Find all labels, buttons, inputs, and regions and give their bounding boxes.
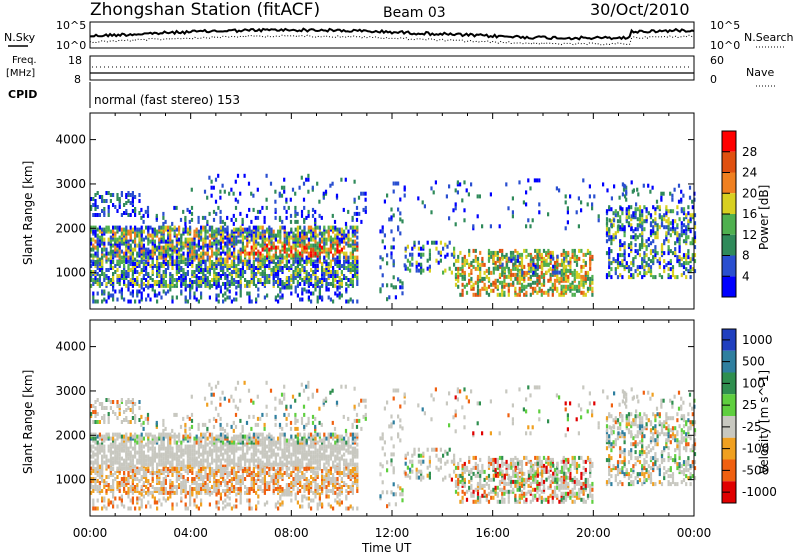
colorbar-tick-label: -500 xyxy=(742,463,769,477)
colorbar-tick-label: 24 xyxy=(742,166,757,180)
colorbar-swatch xyxy=(722,255,736,277)
cpid-label: CPID xyxy=(8,88,37,101)
colorbar-tick-label: 12 xyxy=(742,228,757,242)
velocity-panel: 1000 2000 3000 4000 xyxy=(55,319,697,517)
colorbar-tick-label: 28 xyxy=(742,145,757,159)
nsearch-label: N.Search xyxy=(744,31,794,44)
y-tick-label: 3000 xyxy=(55,384,86,398)
y-tick-label: 1000 xyxy=(55,473,86,487)
nave-tick-top: 60 xyxy=(710,54,724,67)
colorbar-swatch xyxy=(722,234,736,256)
x-axis-label: Time UT xyxy=(361,541,412,554)
power-data xyxy=(90,173,697,304)
freq-unit: [MHz] xyxy=(6,68,35,79)
noise-panel: N.Sky 10^5 10^0 10^5 10^0 N.Search xyxy=(4,19,794,52)
colorbar-swatch xyxy=(722,276,736,297)
freq-tick-bottom: 8 xyxy=(74,73,81,86)
station-title: Zhongshan Station (fitACF) xyxy=(90,0,320,20)
beam-label: Beam 03 xyxy=(383,5,446,21)
y-tick-label: 4000 xyxy=(55,133,86,147)
power-ylabel: Slant Range [km] xyxy=(21,161,35,265)
colorbar-swatch xyxy=(722,151,736,173)
colorbar-tick-label: -25 xyxy=(742,420,762,434)
x-tick-label: 08:00 xyxy=(274,526,309,540)
nave-tick-bottom: 0 xyxy=(710,73,717,86)
x-tick-label: 04:00 xyxy=(173,526,208,540)
cpid-text: normal (fast stereo) 153 xyxy=(94,93,240,107)
nsearch-tick-bottom: 10^0 xyxy=(710,39,740,52)
y-tick-label: 4000 xyxy=(55,340,86,354)
x-tick-label: 00:00 xyxy=(73,526,108,540)
freq-label: Freq. xyxy=(12,55,37,66)
colorbar-tick-label: 1000 xyxy=(742,333,773,347)
nsky-tick-top: 10^5 xyxy=(56,19,86,32)
colorbar-tick-label: 25 xyxy=(742,398,757,412)
freq-tick-top: 18 xyxy=(68,54,82,67)
y-tick-label: 2000 xyxy=(55,221,86,235)
velocity-ylabel: Slant Range [km] xyxy=(21,370,35,474)
x-tick-label: 16:00 xyxy=(475,526,510,540)
velocity-data xyxy=(90,380,697,511)
colorbar-tick-label: -100 xyxy=(742,442,769,456)
y-tick-label: 1000 xyxy=(55,266,86,280)
colorbar-swatch xyxy=(722,131,736,152)
x-tick-label: 20:00 xyxy=(576,526,611,540)
colorbar-tick-label: 4 xyxy=(742,269,750,283)
colorbar-tick-label: 8 xyxy=(742,249,750,263)
nsearch-tick-top: 10^5 xyxy=(710,19,740,32)
y-tick-label: 2000 xyxy=(55,428,86,442)
nsky-tick-bottom: 10^0 xyxy=(56,39,86,52)
nsky-label: N.Sky xyxy=(4,31,36,44)
x-tick-label: 12:00 xyxy=(375,526,410,540)
colorbar-swatch xyxy=(722,193,736,214)
frequency-panel: Freq. [MHz] 18 8 60 0 Nave xyxy=(6,54,776,87)
colorbar-tick-label: 20 xyxy=(742,186,757,200)
x-tick-label: 00:00 xyxy=(677,526,712,540)
y-tick-label: 3000 xyxy=(55,177,86,191)
colorbar-tick-label: 100 xyxy=(742,376,765,390)
nsky-trace xyxy=(89,27,695,41)
nsearch-trace xyxy=(89,34,695,46)
power-panel: 1000 2000 3000 4000 xyxy=(55,112,697,310)
colorbar-tick-label: 500 xyxy=(742,355,765,369)
colorbar-swatch xyxy=(722,214,736,235)
power-scale-label: Power [dB] xyxy=(757,185,771,250)
date-label: 30/Oct/2010 xyxy=(590,0,690,19)
nave-label: Nave xyxy=(746,66,774,79)
colorbar-tick-label: 16 xyxy=(742,207,757,221)
colorbar-swatch xyxy=(722,172,736,194)
velocity-colorbar: 1000 500 100 25 -25 -100 -500 -1000 xyxy=(721,328,777,504)
velocity-scale-label: Velocity [m s^-1] xyxy=(757,370,771,474)
power-colorbar: 4 8 12 16 20 24 28 xyxy=(721,130,757,298)
colorbar-tick-label: -1000 xyxy=(742,485,777,499)
